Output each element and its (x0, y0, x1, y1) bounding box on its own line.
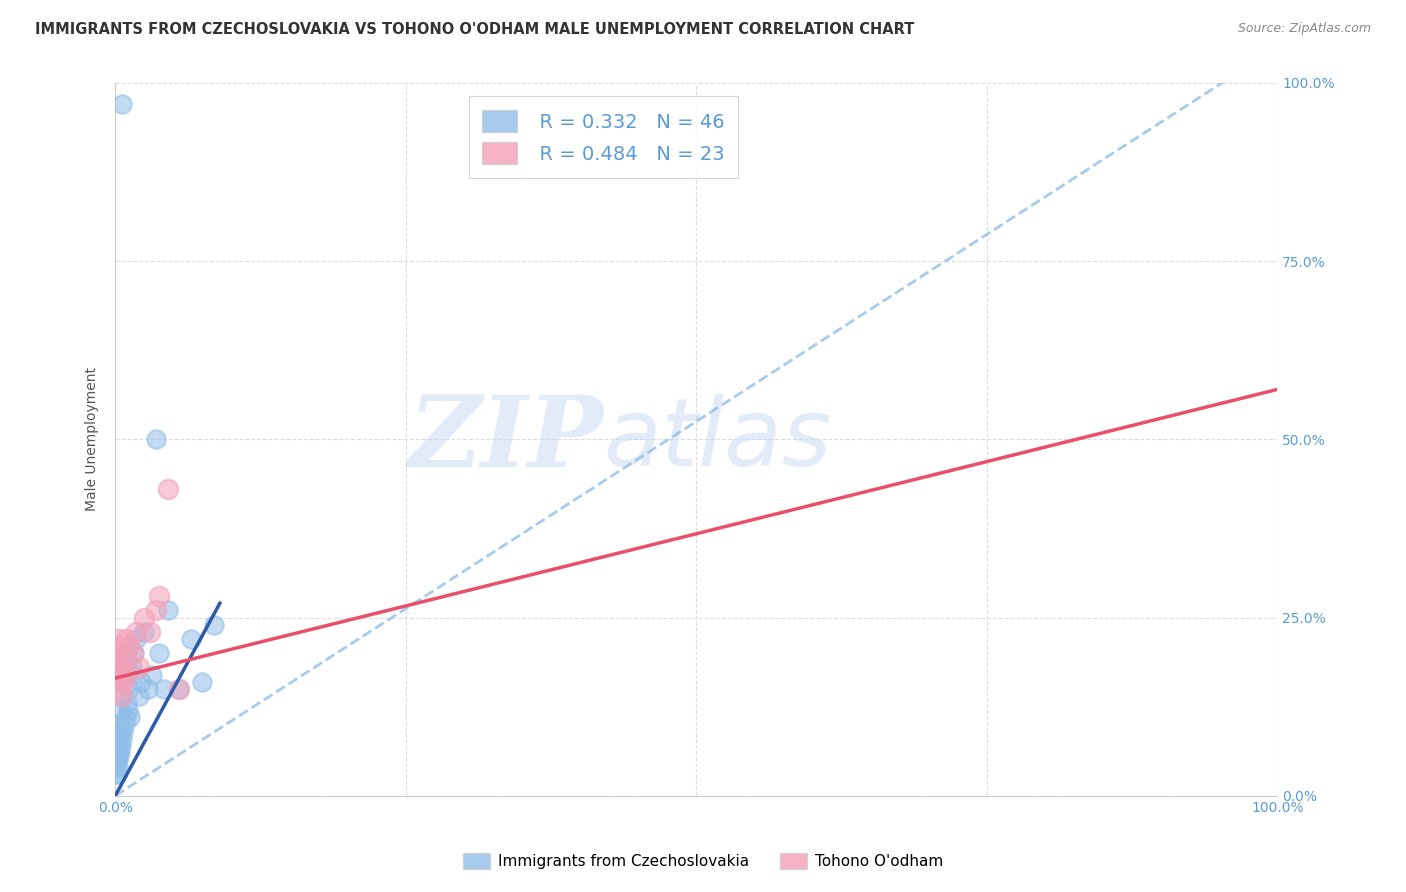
Point (111, 689, 134, 703)
Point (115, 667, 138, 681)
Text: ZIP: ZIP (408, 391, 603, 488)
Point (117, 703, 139, 717)
Point (110, 724, 132, 739)
Point (107, 739, 129, 753)
Point (125, 624, 148, 639)
Point (129, 674, 152, 689)
Point (104, 767, 127, 781)
Point (114, 717, 136, 731)
Point (114, 710, 136, 724)
Point (108, 660, 131, 674)
Point (110, 703, 132, 717)
Point (145, 433, 167, 447)
Point (108, 717, 131, 731)
Point (121, 667, 143, 681)
Point (107, 632, 129, 646)
Point (114, 653, 136, 667)
Legend: Immigrants from Czechoslovakia, Tohono O'odham: Immigrants from Czechoslovakia, Tohono O… (457, 847, 949, 875)
Point (134, 624, 156, 639)
Text: Source: ZipAtlas.com: Source: ZipAtlas.com (1237, 22, 1371, 36)
Point (105, 753, 128, 767)
Point (125, 632, 148, 646)
Point (112, 724, 135, 739)
Point (139, 624, 162, 639)
Point (148, 589, 170, 603)
Point (121, 646, 143, 660)
Point (105, 746, 128, 760)
Point (134, 610, 156, 624)
Point (107, 753, 129, 767)
Point (114, 660, 136, 674)
Point (107, 746, 129, 760)
Point (107, 731, 129, 746)
Point (114, 632, 136, 646)
Point (105, 667, 128, 681)
Point (111, 731, 134, 746)
Point (107, 639, 129, 653)
Point (128, 660, 150, 674)
Point (110, 739, 132, 753)
Point (107, 681, 129, 696)
Point (153, 681, 176, 696)
Point (105, 760, 128, 774)
Point (105, 646, 128, 660)
Point (107, 739, 129, 753)
Point (148, 646, 170, 660)
Point (105, 767, 128, 781)
Point (118, 681, 141, 696)
Y-axis label: Male Unemployment: Male Unemployment (86, 368, 100, 511)
Text: IMMIGRANTS FROM CZECHOSLOVAKIA VS TOHONO O'ODHAM MALE UNEMPLOYMENT CORRELATION C: IMMIGRANTS FROM CZECHOSLOVAKIA VS TOHONO… (35, 22, 914, 37)
Legend:   R = 0.332   N = 46,   R = 0.484   N = 23: R = 0.332 N = 46, R = 0.484 N = 23 (468, 96, 738, 178)
Point (112, 674, 135, 689)
Point (180, 632, 202, 646)
Point (110, 667, 132, 681)
Point (156, 603, 179, 617)
Point (111, 689, 134, 703)
Point (118, 639, 141, 653)
Point (107, 724, 129, 739)
Point (111, 97, 134, 112)
Point (107, 760, 129, 774)
Point (167, 681, 190, 696)
Point (145, 603, 167, 617)
Point (122, 646, 145, 660)
Point (156, 482, 179, 496)
Point (112, 674, 135, 689)
Point (115, 696, 138, 710)
Point (120, 710, 142, 724)
Point (104, 653, 127, 667)
Point (114, 646, 136, 660)
Point (128, 689, 150, 703)
Point (141, 667, 163, 681)
Point (202, 617, 225, 632)
Text: atlas: atlas (603, 394, 831, 485)
Point (136, 681, 159, 696)
Point (108, 746, 131, 760)
Point (191, 674, 214, 689)
Point (121, 660, 143, 674)
Point (167, 681, 190, 696)
